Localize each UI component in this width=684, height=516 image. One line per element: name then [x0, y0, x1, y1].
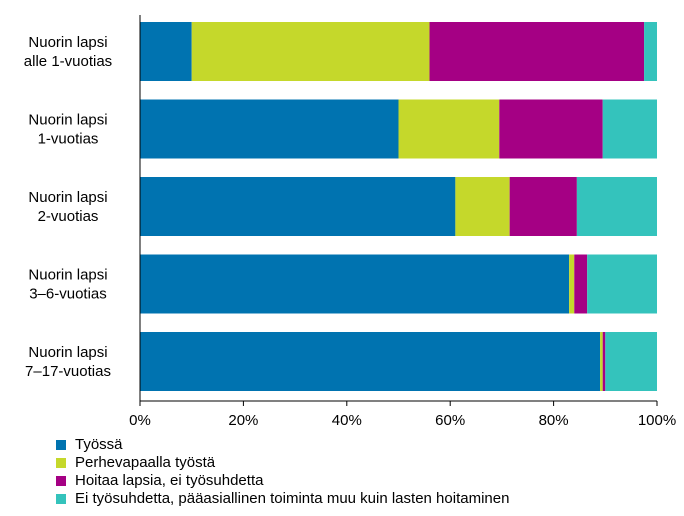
- x-tick-label: 60%: [435, 412, 465, 429]
- category-label-line: Nuorin lapsi: [28, 344, 107, 361]
- category-label-2: Nuorin lapsi 2-vuotias: [28, 189, 107, 225]
- category-label-1: Nuorin lapsi 1-vuotias: [28, 112, 107, 148]
- category-label-line: Nuorin lapsi: [28, 267, 107, 284]
- category-label-line: Nuorin lapsi: [28, 112, 107, 129]
- x-tick-label: 0%: [129, 412, 151, 429]
- legend-swatch: [56, 494, 66, 504]
- bar-segment-4-0: [140, 332, 601, 391]
- x-tick-label: 20%: [228, 412, 258, 429]
- legend-label: Työssä: [75, 436, 123, 453]
- bar-segment-0-1: [191, 22, 430, 81]
- legend-item-1: Perhevapaalla työstä: [56, 454, 509, 472]
- legend-item-3: Ei työsuhdetta, pääasiallinen toiminta m…: [56, 490, 509, 508]
- category-label-3: Nuorin lapsi 3–6-vuotias: [28, 267, 107, 303]
- category-label-line: Nuorin lapsi: [28, 189, 107, 206]
- bar-segment-4-3: [605, 332, 657, 391]
- bar-segment-1-3: [602, 99, 657, 159]
- bar-segment-0-2: [429, 22, 645, 81]
- category-label-4: Nuorin lapsi 7–17-vuotias: [25, 344, 111, 380]
- legend-label: Perhevapaalla työstä: [75, 454, 216, 471]
- bar-segment-3-2: [574, 254, 588, 314]
- category-label-line: alle 1-vuotias: [24, 53, 112, 70]
- bar-segment-1-1: [398, 99, 500, 159]
- bars-group: [140, 22, 657, 391]
- legend: Työssä Perhevapaalla työstä Hoitaa lapsia,…: [56, 436, 509, 508]
- legend-swatch: [56, 458, 66, 468]
- legend-label: Hoitaa lapsia, ei työsuhdetta: [75, 472, 264, 489]
- bar-segment-3-0: [140, 254, 570, 314]
- bar-segment-2-0: [140, 177, 456, 236]
- legend-swatch: [56, 476, 66, 486]
- bar-segment-1-0: [140, 99, 399, 159]
- bar-segment-3-3: [587, 254, 657, 314]
- bar-segment-0-3: [644, 22, 657, 81]
- x-tick-label: 100%: [638, 412, 676, 429]
- x-tick-label: 80%: [539, 412, 569, 429]
- legend-item-0: Työssä: [56, 436, 509, 454]
- category-label-line: 2-vuotias: [38, 208, 99, 225]
- bar-segment-1-2: [499, 99, 603, 159]
- x-axis: 0% 20% 40% 60% 80% 100%: [129, 400, 676, 429]
- category-labels: Nuorin lapsi alle 1-vuotias Nuorin lapsi 1-…: [24, 34, 112, 380]
- stacked-bar-chart: Nuorin lapsi alle 1-vuotias Nuorin lapsi 1-…: [24, 15, 676, 429]
- bar-segment-2-1: [455, 177, 510, 236]
- bar-segment-0-0: [140, 22, 192, 81]
- legend-label: Ei työsuhdetta, pääasiallinen toiminta m…: [75, 490, 510, 507]
- category-label-line: Nuorin lapsi: [28, 34, 107, 51]
- bar-segment-4-1: [600, 332, 603, 391]
- category-label-line: 7–17-vuotias: [25, 363, 111, 380]
- bar-segment-3-1: [569, 254, 575, 314]
- bar-segment-2-3: [576, 177, 657, 236]
- legend-item-2: Hoitaa lapsia, ei työsuhdetta: [56, 472, 509, 490]
- category-label-0: Nuorin lapsi alle 1-vuotias: [24, 34, 112, 70]
- x-tick-label: 40%: [332, 412, 362, 429]
- category-label-line: 3–6-vuotias: [29, 286, 107, 303]
- category-label-line: 1-vuotias: [38, 131, 99, 148]
- bar-segment-2-2: [509, 177, 577, 236]
- bar-segment-4-2: [602, 332, 606, 391]
- legend-swatch: [56, 440, 66, 450]
